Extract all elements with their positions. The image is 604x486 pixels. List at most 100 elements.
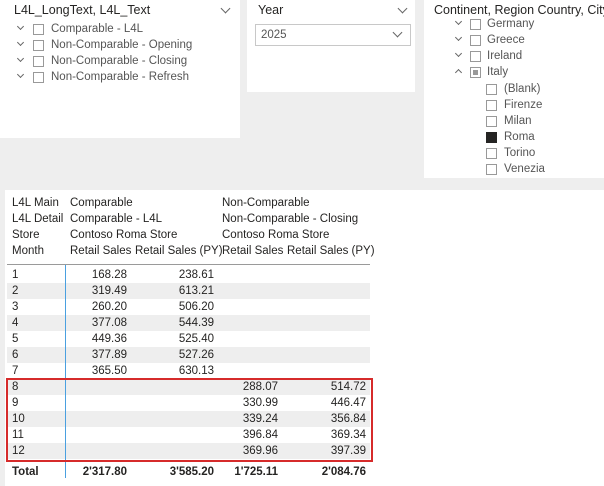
column-header[interactable]: Non-Comparable xyxy=(222,197,310,209)
row-header: 1 xyxy=(12,269,19,281)
slicer-item[interactable]: (Blank) xyxy=(504,83,541,95)
expand-chevron[interactable] xyxy=(16,22,25,31)
cell-value: 319.49 xyxy=(91,285,127,297)
slicer-item[interactable]: Ireland xyxy=(487,50,523,62)
expand-chevron[interactable] xyxy=(16,38,25,47)
expand-chevron[interactable] xyxy=(454,33,463,42)
column-header[interactable]: Contoso Roma Store xyxy=(222,229,330,241)
row-band xyxy=(7,347,370,363)
cell-value: 506.20 xyxy=(178,301,214,313)
cell-value: 630.13 xyxy=(178,365,214,377)
column-header[interactable]: Contoso Roma Store xyxy=(70,229,178,241)
column-header[interactable]: L4L Detail xyxy=(12,213,64,225)
column-header[interactable]: L4L Main xyxy=(12,197,59,209)
column-header[interactable]: Comparable - L4L xyxy=(70,213,163,225)
matrix-table: L4L Main Comparable Non-Comparable L4L Deta… xyxy=(5,190,604,486)
column-header[interactable]: Month xyxy=(12,245,44,257)
total-value: 3'585.20 xyxy=(169,466,214,478)
column-header[interactable]: Retail Sales xyxy=(222,245,284,257)
column-header[interactable]: Comparable xyxy=(70,197,133,209)
expand-chevron[interactable] xyxy=(454,17,463,26)
expand-chevron[interactable] xyxy=(16,70,25,79)
column-header[interactable]: Non-Comparable - Closing xyxy=(222,213,359,225)
cell-value: 377.08 xyxy=(91,317,127,329)
slicer-year: Year 2025 xyxy=(247,0,415,92)
row-band xyxy=(7,411,370,427)
cell-value: 377.89 xyxy=(91,349,127,361)
total-value: 1'725.11 xyxy=(234,466,278,478)
cell-value: 356.84 xyxy=(330,413,366,425)
checkbox[interactable] xyxy=(33,56,44,67)
slicer-item[interactable]: Greece xyxy=(487,34,525,46)
cell-value: 365.50 xyxy=(91,365,127,377)
row-band xyxy=(7,379,370,395)
total-value: 2'317.80 xyxy=(82,466,127,478)
row-header: 2 xyxy=(12,285,19,297)
row-header: 12 xyxy=(12,445,25,457)
slicer-item[interactable]: Firenze xyxy=(504,99,543,111)
selected-year: 2025 xyxy=(261,29,287,41)
checkbox[interactable] xyxy=(486,116,497,127)
slicer-l4l: L4L_LongText, L4L_Text Comparable - L4L N… xyxy=(0,0,240,138)
cell-value: 396.84 xyxy=(242,429,278,441)
slicer-title: Year xyxy=(258,3,284,17)
checkbox[interactable] xyxy=(33,72,44,83)
slicer-item[interactable]: Venezia xyxy=(504,163,545,175)
checkbox[interactable] xyxy=(470,19,481,30)
checkbox[interactable] xyxy=(486,100,497,111)
checkbox[interactable] xyxy=(470,35,481,46)
checkbox[interactable] xyxy=(33,40,44,51)
column-divider xyxy=(65,265,66,478)
checkbox[interactable] xyxy=(486,84,497,95)
cell-value: 369.96 xyxy=(242,445,278,457)
row-header: 3 xyxy=(12,301,19,313)
cell-value: 238.61 xyxy=(178,269,214,281)
slicer-item[interactable]: Milan xyxy=(504,115,532,127)
cell-value: 449.36 xyxy=(91,333,127,345)
slicer-item[interactable]: Italy xyxy=(487,66,509,78)
year-dropdown[interactable]: 2025 xyxy=(255,24,411,46)
slicer-item[interactable]: Comparable - L4L xyxy=(51,23,144,35)
dropdown-chevron[interactable] xyxy=(220,3,231,14)
checkbox[interactable] xyxy=(486,164,497,175)
total-label: Total xyxy=(12,466,39,478)
checkbox[interactable] xyxy=(470,51,481,62)
cell-value: 613.21 xyxy=(178,285,214,297)
row-band xyxy=(7,283,370,299)
slicer-geography: Continent, Region Country, City Germany G… xyxy=(424,0,604,178)
row-header: 5 xyxy=(12,333,19,345)
partial-mark xyxy=(473,70,478,75)
checkbox[interactable] xyxy=(470,67,481,78)
cell-value: 544.39 xyxy=(178,317,214,329)
slicer-title: L4L_LongText, L4L_Text xyxy=(14,3,151,17)
slicer-item[interactable]: Non-Comparable - Refresh xyxy=(51,71,190,83)
row-header: 10 xyxy=(12,413,25,425)
slicer-item[interactable]: Torino xyxy=(504,147,536,159)
expand-chevron[interactable] xyxy=(454,49,463,58)
cell-value: 369.34 xyxy=(330,429,366,441)
checkbox[interactable] xyxy=(486,132,497,143)
expand-chevron[interactable] xyxy=(454,68,463,77)
expand-chevron[interactable] xyxy=(16,54,25,63)
column-header[interactable]: Retail Sales xyxy=(70,245,132,257)
column-header[interactable]: Retail Sales (PY) xyxy=(287,245,375,257)
dropdown-chevron[interactable] xyxy=(397,3,408,14)
cell-value: 527.26 xyxy=(178,349,214,361)
cell-value: 168.28 xyxy=(91,269,127,281)
column-header[interactable]: Store xyxy=(12,229,40,241)
checkbox[interactable] xyxy=(486,148,497,159)
row-band xyxy=(7,315,370,331)
column-header[interactable]: Retail Sales (PY) xyxy=(135,245,223,257)
dropdown-chevron xyxy=(392,27,403,38)
cell-value: 525.40 xyxy=(178,333,214,345)
row-band xyxy=(7,443,370,459)
row-header: 9 xyxy=(12,397,19,409)
highlight-box xyxy=(6,378,373,462)
slicer-item[interactable]: Germany xyxy=(487,18,535,30)
slicer-item[interactable]: Roma xyxy=(504,131,535,143)
cell-value: 260.20 xyxy=(91,301,127,313)
checkbox[interactable] xyxy=(33,24,44,35)
slicer-item[interactable]: Non-Comparable - Opening xyxy=(51,39,193,51)
slicer-item[interactable]: Non-Comparable - Closing xyxy=(51,55,188,67)
cell-value: 288.07 xyxy=(242,381,278,393)
